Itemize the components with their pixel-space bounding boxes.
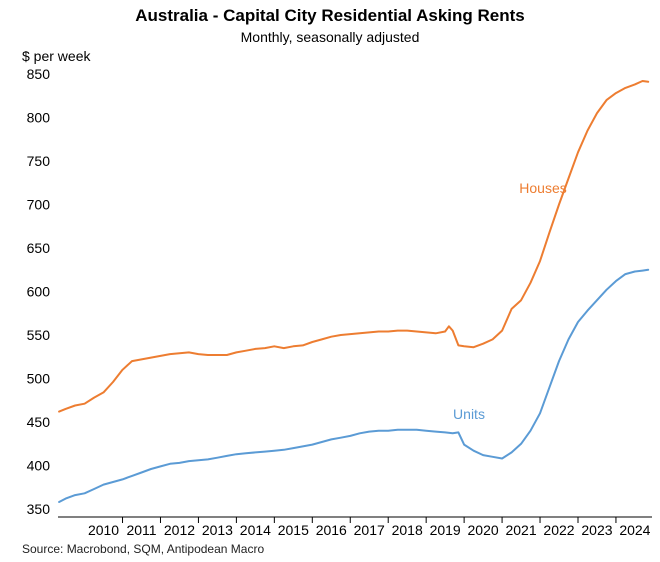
y-tick-label: 500: [27, 371, 51, 387]
series-line-houses: [58, 80, 650, 413]
annotation-houses: Houses: [519, 180, 566, 196]
y-tick-labels: 350 400 450 500 550 600 650 700 750 800 850: [27, 66, 51, 517]
x-tick-label: 2022: [543, 522, 574, 538]
x-tick-label: 2023: [581, 522, 612, 538]
x-tick-label: 2014: [240, 522, 271, 538]
y-tick-label: 650: [27, 240, 51, 256]
series-line-units: [58, 268, 650, 503]
source-note: Source: Macrobond, SQM, Antipodean Macro: [22, 542, 265, 556]
y-tick-label: 750: [27, 153, 51, 169]
y-tick-label: 350: [27, 501, 51, 517]
y-tick-label: 450: [27, 414, 51, 430]
x-tick-label: 2021: [505, 522, 536, 538]
x-tick-label: 2016: [316, 522, 347, 538]
x-tick-label: 2013: [202, 522, 233, 538]
x-tick-label: 2010: [88, 522, 119, 538]
chart-title: Australia - Capital City Residential Ask…: [135, 6, 525, 25]
chart-subtitle: Monthly, seasonally adjusted: [240, 29, 420, 45]
x-tick-label: 2018: [392, 522, 423, 538]
x-tick-label: 2020: [468, 522, 499, 538]
series-lines: [58, 80, 650, 503]
x-tick-label: 2012: [164, 522, 195, 538]
annotation-units: Units: [453, 406, 485, 422]
series-annotations: Houses Units: [453, 180, 567, 422]
y-tick-label: 850: [27, 66, 51, 82]
y-tick-label: 400: [27, 458, 51, 474]
y-axis-label: $ per week: [22, 48, 91, 64]
x-tick-label: 2017: [354, 522, 385, 538]
x-tick-label: 2024: [619, 522, 650, 538]
y-tick-label: 550: [27, 327, 51, 343]
y-tick-label: 800: [27, 110, 51, 126]
y-tick-label: 600: [27, 284, 51, 300]
y-tick-label: 700: [27, 197, 51, 213]
x-tick-label: 2011: [126, 522, 156, 538]
x-tick-labels: 2010 2011 2012 2013 2014 2015 2016 2017 2018 2019…: [88, 517, 651, 538]
x-tick-label: 2015: [278, 522, 309, 538]
x-tick-label: 2019: [430, 522, 461, 538]
